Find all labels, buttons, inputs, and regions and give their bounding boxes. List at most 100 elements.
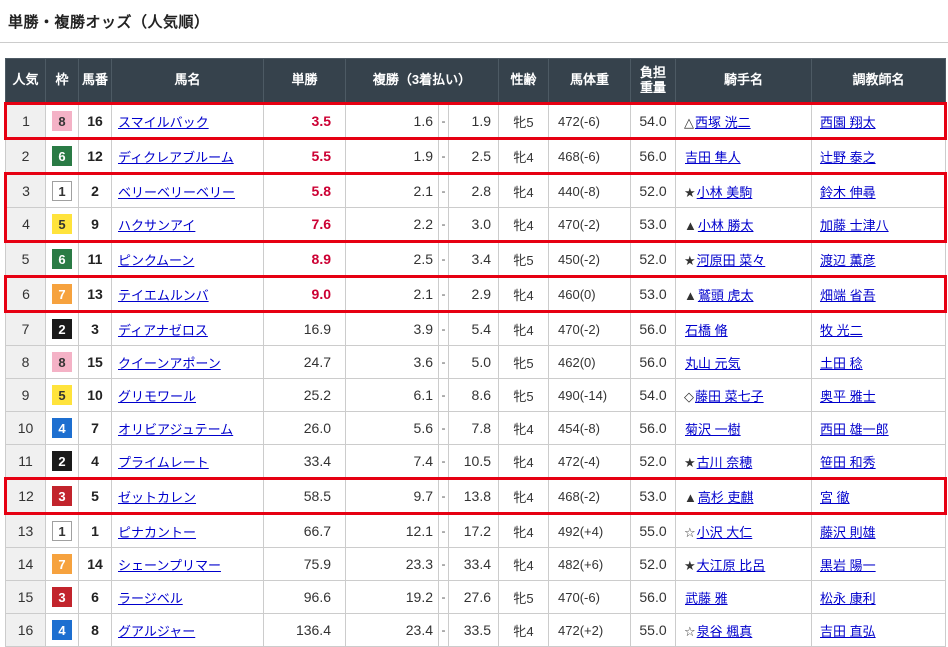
horse-name-link[interactable]: クイーンアポーン	[118, 355, 221, 371]
jockey-name-link[interactable]: 石橋 脩	[685, 322, 728, 338]
jockey-name-link[interactable]: 小林 美駒	[696, 184, 753, 200]
horse-name-link[interactable]: シェーンプリマー	[118, 557, 221, 573]
jockey-name-link[interactable]: 鷲頭 虎太	[697, 287, 754, 303]
trainer-name-link[interactable]: 加藤 士津八	[820, 217, 889, 233]
trainer-name-link[interactable]: 西園 翔太	[820, 114, 876, 130]
jockey-name-link[interactable]: 高杉 吏麒	[697, 489, 754, 505]
jockey-name-link[interactable]: 河原田 菜々	[696, 252, 766, 268]
trainer-name-link[interactable]: 鈴木 伸尋	[820, 184, 876, 200]
place-odds-min: 3.6	[345, 345, 439, 379]
col-header-horse: 馬名	[111, 58, 264, 104]
horse-weight: 454(-8)	[548, 411, 631, 445]
sex-age: 牝4	[498, 444, 549, 479]
jockey-name-link[interactable]: 武藤 雅	[685, 590, 728, 606]
jockey-name-link[interactable]: 藤田 菜七子	[695, 388, 764, 404]
trainer-cell: 畑端 省吾	[811, 275, 947, 313]
win-odds: 75.9	[263, 547, 346, 581]
place-odds-separator: -	[438, 275, 449, 313]
trainer-name-link[interactable]: 宮 徹	[820, 489, 850, 505]
horse-weight: 450(-2)	[548, 241, 631, 277]
place-odds-max: 17.2	[448, 513, 499, 548]
sex-age: 牝4	[498, 547, 549, 581]
jockey-name-link[interactable]: 西塚 洸二	[695, 114, 751, 130]
trainer-name-link[interactable]: 奥平 雅士	[820, 388, 876, 404]
place-odds-min: 2.1	[345, 275, 439, 313]
horse-name-link[interactable]: テイエムルンバ	[118, 287, 209, 303]
table-row: 16 4 8 グアルジャー 136.4 23.4 - 33.5 牝4 472(+…	[5, 613, 946, 647]
trainer-name-link[interactable]: 辻野 泰之	[820, 149, 876, 165]
horse-name-link[interactable]: プライムレート	[118, 454, 209, 470]
horse-name-link[interactable]: グアルジャー	[118, 623, 196, 639]
trainer-name-link[interactable]: 畑端 省吾	[820, 287, 876, 303]
jockey-name-link[interactable]: 泉谷 楓真	[696, 623, 753, 639]
horse-name-link[interactable]: オリビアジュテーム	[118, 421, 234, 437]
frame-cell: 3	[45, 477, 79, 515]
jockey-name-link[interactable]: 古川 奈穂	[696, 454, 753, 470]
horse-name-link[interactable]: ディアナゼロス	[118, 322, 208, 338]
rank-cell: 13	[5, 513, 46, 548]
frame-badge: 1	[52, 521, 72, 541]
table-row: 3 1 2 ベリーベリーベリー 5.8 2.1 - 2.8 牝4 440(-8)…	[4, 172, 947, 208]
trainer-name-link[interactable]: 牧 光二	[820, 322, 863, 338]
place-odds-max: 5.4	[448, 311, 499, 346]
trainer-name-link[interactable]: 渡辺 薫彦	[820, 252, 876, 268]
col-header-place: 複勝（3着払い）	[345, 58, 499, 104]
sex-age: 牝5	[498, 580, 549, 614]
horse-name-link[interactable]: グリモワール	[118, 388, 197, 404]
horse-weight: 492(+4)	[548, 513, 631, 548]
horse-name-cell: グアルジャー	[111, 613, 264, 647]
horse-name-link[interactable]: ハクサンアイ	[118, 217, 196, 233]
impost: 56.0	[630, 580, 676, 614]
sex-age: 牝5	[498, 378, 549, 412]
place-odds-max: 13.8	[448, 477, 499, 515]
jockey-name-link[interactable]: 小沢 大仁	[696, 524, 753, 540]
trainer-name-link[interactable]: 西田 雄一郎	[820, 421, 889, 437]
horse-name-link[interactable]: スマイルバック	[118, 114, 209, 130]
table-row: 8 8 15 クイーンアポーン 24.7 3.6 - 5.0 牝5 462(0)…	[5, 345, 946, 379]
jockey-mark: ★	[684, 184, 696, 200]
jockey-name-link[interactable]: 丸山 元気	[685, 355, 741, 371]
horse-name-link[interactable]: ピナカントー	[118, 524, 197, 540]
win-odds: 3.5	[263, 102, 346, 140]
place-odds-max: 3.0	[448, 207, 499, 243]
jockey-cell: ☆小沢 大仁	[675, 513, 812, 548]
horse-weight: 472(-4)	[548, 444, 631, 479]
frame-cell: 8	[45, 102, 79, 140]
table-row: 11 2 4 プライムレート 33.4 7.4 - 10.5 牝4 472(-4…	[5, 444, 946, 479]
horse-number: 11	[78, 241, 112, 277]
horse-name-link[interactable]: ピンクムーン	[118, 252, 195, 268]
jockey-mark: ★	[684, 252, 696, 268]
table-row: 1 8 16 スマイルバック 3.5 1.6 - 1.9 牝5 472(-6) …	[4, 102, 947, 140]
horse-name-cell: グリモワール	[111, 378, 264, 412]
horse-name-link[interactable]: ラージベル	[118, 590, 183, 606]
win-odds: 25.2	[263, 378, 346, 412]
trainer-name-link[interactable]: 吉田 直弘	[820, 623, 876, 639]
horse-name-link[interactable]: ディクレアブルーム	[118, 149, 234, 165]
trainer-name-link[interactable]: 笹田 和秀	[820, 454, 876, 470]
horse-weight: 440(-8)	[548, 172, 631, 208]
trainer-cell: 西田 雄一郎	[811, 411, 946, 445]
trainer-cell: 松永 康利	[811, 580, 946, 614]
horse-name-cell: ピナカントー	[111, 513, 264, 548]
place-odds-separator: -	[438, 613, 449, 647]
place-odds-max: 5.0	[448, 345, 499, 379]
impost: 56.0	[630, 138, 676, 174]
trainer-name-link[interactable]: 土田 稔	[820, 355, 863, 371]
trainer-name-link[interactable]: 松永 康利	[820, 590, 876, 606]
place-odds-min: 1.9	[345, 138, 439, 174]
jockey-name-link[interactable]: 大江原 比呂	[696, 557, 766, 573]
trainer-name-link[interactable]: 黒岩 陽一	[820, 557, 876, 573]
place-odds-min: 2.5	[345, 241, 439, 277]
impost: 55.0	[630, 613, 676, 647]
frame-cell: 7	[45, 275, 79, 313]
jockey-name-link[interactable]: 吉田 隼人	[685, 149, 741, 165]
horse-name-link[interactable]: ゼットカレン	[118, 489, 197, 505]
place-odds-max: 1.9	[448, 102, 499, 140]
jockey-name-link[interactable]: 小林 勝太	[697, 217, 754, 233]
rank-cell: 9	[5, 378, 46, 412]
horse-name-link[interactable]: ベリーベリーベリー	[118, 184, 236, 200]
table-row: 9 5 10 グリモワール 25.2 6.1 - 8.6 牝5 490(-14)…	[5, 378, 946, 412]
trainer-name-link[interactable]: 藤沢 則雄	[820, 524, 876, 540]
sex-age: 牝4	[498, 275, 549, 313]
jockey-name-link[interactable]: 菊沢 一樹	[685, 421, 741, 437]
